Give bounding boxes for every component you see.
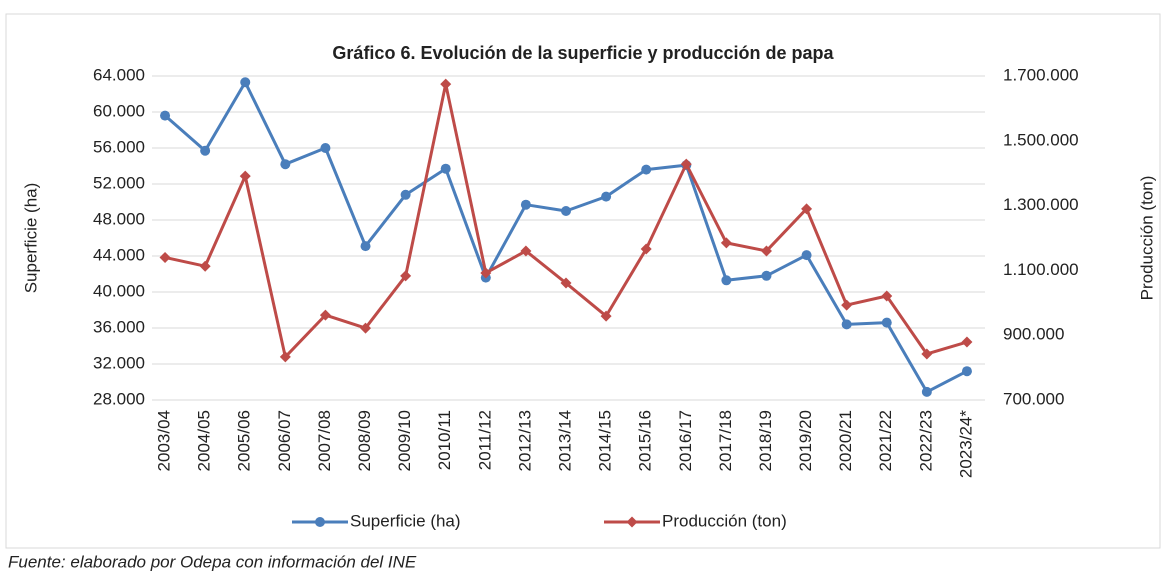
y-tick-label: 64.000 bbox=[93, 65, 145, 84]
data-point bbox=[760, 245, 772, 257]
data-point bbox=[961, 366, 972, 377]
x-tick-label: 2010/11 bbox=[435, 410, 454, 470]
legend-label: Superficie (ha) bbox=[350, 511, 461, 530]
data-point bbox=[280, 159, 291, 170]
y2-tick-label: 700.000 bbox=[1003, 389, 1064, 408]
data-point bbox=[400, 270, 412, 282]
y2-tick-label: 1.100.000 bbox=[1003, 260, 1079, 279]
x-tick-label: 2013/14 bbox=[555, 410, 574, 471]
data-point bbox=[720, 237, 732, 249]
x-tick-label: 2016/17 bbox=[676, 410, 695, 471]
data-point bbox=[841, 319, 852, 330]
data-point bbox=[440, 163, 451, 174]
y-tick-label: 44.000 bbox=[93, 245, 145, 264]
data-point bbox=[160, 110, 171, 121]
legend-marker bbox=[626, 516, 638, 528]
data-point bbox=[841, 299, 853, 311]
x-tick-label: 2011/12 bbox=[475, 410, 494, 470]
x-tick-label: 2019/20 bbox=[796, 410, 815, 471]
data-point bbox=[961, 336, 973, 348]
legend-marker bbox=[315, 517, 325, 527]
data-point bbox=[921, 386, 932, 397]
data-point bbox=[561, 206, 571, 216]
data-point bbox=[921, 348, 933, 360]
y2-tick-label: 1.500.000 bbox=[1003, 130, 1079, 149]
chart-title: Gráfico 6. Evolución de la superficie y … bbox=[332, 43, 834, 63]
data-point bbox=[319, 309, 331, 321]
data-point bbox=[680, 158, 692, 170]
x-tick-label: 2004/05 bbox=[195, 410, 214, 471]
data-point bbox=[279, 351, 291, 363]
data-point bbox=[159, 251, 171, 263]
y2-tick-label: 1.300.000 bbox=[1003, 195, 1079, 214]
y-tick-label: 52.000 bbox=[93, 173, 145, 192]
data-point bbox=[240, 77, 251, 88]
source-note: Fuente: elaborado por Odepa con informac… bbox=[8, 552, 417, 571]
data-point bbox=[360, 241, 371, 252]
y-tick-label: 40.000 bbox=[93, 281, 145, 300]
data-point bbox=[801, 250, 812, 261]
x-tick-label: 2003/04 bbox=[155, 410, 174, 471]
y2-axis-title: Producción (ton) bbox=[1137, 176, 1156, 301]
data-point bbox=[320, 143, 331, 153]
y-tick-label: 56.000 bbox=[93, 137, 145, 156]
y2-tick-label: 1.700.000 bbox=[1003, 65, 1079, 84]
y2-tick-label: 900.000 bbox=[1003, 325, 1064, 344]
x-tick-label: 2012/13 bbox=[515, 410, 534, 471]
x-tick-label: 2007/08 bbox=[315, 410, 334, 471]
x-tick-label: 2023/24* bbox=[956, 410, 975, 478]
data-point bbox=[640, 243, 652, 255]
data-point bbox=[440, 78, 452, 90]
data-point bbox=[480, 267, 492, 279]
y-tick-label: 48.000 bbox=[93, 209, 145, 228]
x-tick-label: 2006/07 bbox=[275, 410, 294, 471]
data-point bbox=[881, 290, 893, 302]
x-tick-label: 2021/22 bbox=[876, 410, 895, 471]
data-point bbox=[600, 310, 612, 322]
x-tick-label: 2014/15 bbox=[596, 410, 615, 471]
data-point bbox=[721, 275, 732, 286]
x-tick-label: 2008/09 bbox=[355, 410, 374, 471]
data-point bbox=[761, 270, 772, 281]
x-tick-label: 2017/18 bbox=[716, 410, 735, 471]
data-point bbox=[199, 260, 211, 272]
data-point bbox=[400, 189, 411, 200]
data-point bbox=[520, 245, 532, 257]
x-tick-label: 2020/21 bbox=[836, 410, 855, 471]
data-point bbox=[641, 164, 652, 175]
data-point bbox=[801, 203, 813, 215]
data-point bbox=[520, 199, 531, 210]
x-tick-label: 2018/19 bbox=[756, 410, 775, 471]
data-point bbox=[881, 317, 892, 328]
legend-label: Producción (ton) bbox=[662, 511, 787, 530]
data-point bbox=[200, 145, 211, 156]
x-tick-label: 2022/23 bbox=[916, 410, 935, 471]
x-tick-label: 2015/16 bbox=[636, 410, 655, 471]
data-point bbox=[360, 322, 372, 334]
y-tick-label: 60.000 bbox=[93, 101, 145, 120]
x-tick-label: 2009/10 bbox=[395, 410, 414, 471]
data-point bbox=[239, 170, 251, 182]
data-point bbox=[560, 277, 572, 289]
data-point bbox=[601, 191, 612, 202]
chart-border bbox=[5, 13, 1161, 549]
y-tick-label: 28.000 bbox=[93, 389, 145, 408]
x-tick-label: 2005/06 bbox=[235, 410, 254, 471]
y-axis-title: Superficie (ha) bbox=[21, 183, 40, 294]
y-tick-label: 36.000 bbox=[93, 317, 145, 336]
y-tick-label: 32.000 bbox=[93, 353, 145, 372]
